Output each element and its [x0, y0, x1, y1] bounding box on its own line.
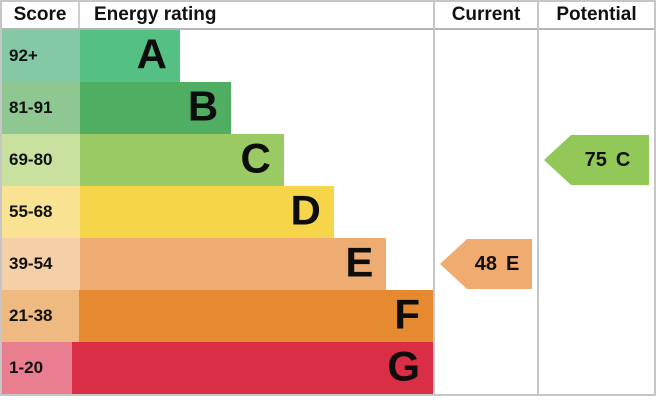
current-column: Current 48 E: [433, 2, 537, 394]
rating-row: 1-20 G: [2, 342, 433, 394]
rating-bar: F: [79, 290, 433, 342]
score-band: 1-20: [2, 342, 73, 394]
rating-row: 55-68 D: [2, 186, 433, 238]
current-arrow: 48 E: [440, 239, 532, 289]
rating-letter: B: [187, 82, 219, 130]
score-band: 81-91: [2, 82, 80, 134]
potential-column-header: Potential: [539, 2, 654, 30]
rating-row: 69-80 C: [2, 134, 433, 186]
table-header: Score Energy rating: [2, 2, 433, 30]
rating-rows: 92+ A 81-91 B 69-80 C 55-68 D 39-54 E 21…: [2, 30, 433, 394]
rating-bar: A: [80, 30, 180, 82]
current-score-value: 48: [474, 252, 497, 275]
rating-table: Score Energy rating 92+ A 81-91 B 69-80 …: [2, 2, 433, 394]
rating-row: 81-91 B: [2, 82, 433, 134]
score-column-header: Score: [2, 2, 80, 28]
rating-letter: D: [290, 186, 321, 234]
current-column-body: 48 E: [435, 30, 537, 394]
score-band: 55-68: [2, 186, 80, 238]
score-band: 21-38: [2, 290, 80, 342]
rating-bar: G: [72, 342, 433, 394]
rating-row: 92+ A: [2, 30, 433, 82]
rating-letter: G: [387, 342, 420, 390]
score-band: 39-54: [2, 238, 80, 290]
energy-rating-column-header: Energy rating: [94, 4, 217, 25]
rating-letter: E: [345, 238, 374, 286]
potential-arrow: 75 C: [544, 135, 649, 185]
current-column-header: Current: [435, 2, 537, 30]
rating-bar: B: [80, 82, 232, 134]
rating-letter: F: [394, 290, 420, 338]
current-rating-letter: E: [505, 252, 520, 275]
rating-letter: A: [136, 30, 167, 78]
potential-score-value: 75: [584, 148, 607, 171]
rating-bar: E: [80, 238, 387, 290]
score-band: 92+: [2, 30, 80, 82]
rating-bar: C: [80, 134, 284, 186]
rating-row: 39-54 E: [2, 238, 433, 290]
rating-row: 21-38 F: [2, 290, 433, 342]
score-band: 69-80: [2, 134, 80, 186]
potential-column-body: 75 C: [539, 30, 654, 394]
potential-rating-letter: C: [615, 148, 631, 171]
rating-bar: D: [80, 186, 334, 238]
rating-letter: C: [240, 134, 271, 182]
potential-column: Potential 75 C: [537, 2, 654, 394]
